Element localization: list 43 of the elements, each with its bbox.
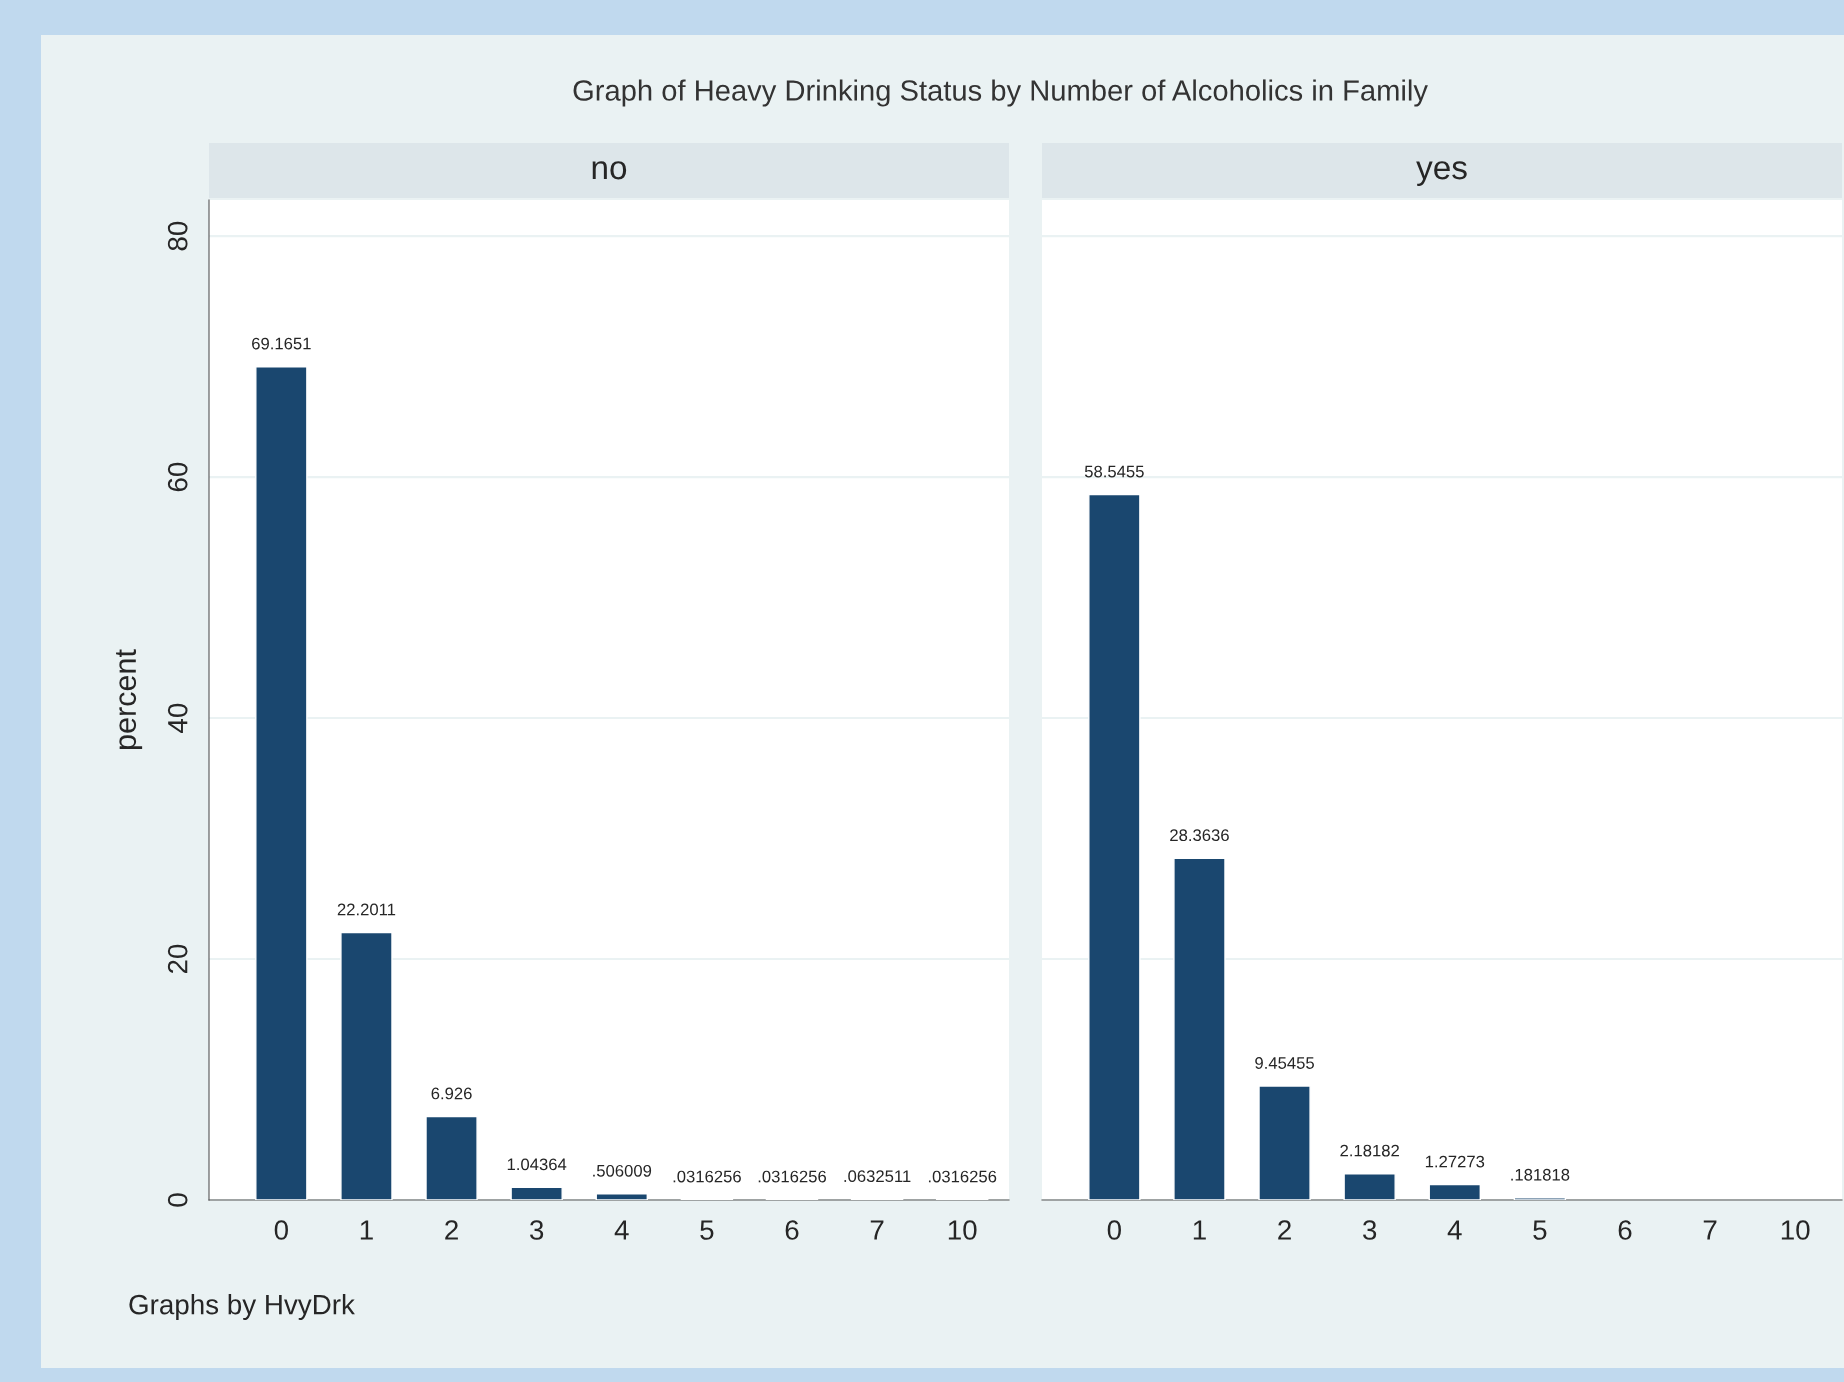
y-tick-label: 40: [167, 703, 188, 733]
text: Graphs by HvyDrk: [129, 1294, 355, 1320]
x-tick-label: 7: [1703, 1220, 1717, 1240]
text: .0316256: [758, 1170, 827, 1183]
y-tick-label: 80: [167, 221, 188, 251]
text: .506009: [593, 1164, 652, 1177]
text: .181818: [1511, 1168, 1570, 1181]
text: Graph of Heavy Drinking Status by Number of Alcoholics in Family: [573, 79, 1428, 107]
x-tick-label: 3: [1362, 1220, 1377, 1240]
text: 1.04364: [507, 1158, 567, 1171]
x-tick-label: 5: [700, 1220, 714, 1240]
x-tick-label: 1: [360, 1220, 373, 1240]
text: 2.18182: [1340, 1144, 1399, 1157]
x-tick-label: 4: [614, 1220, 629, 1240]
text: 1.27273: [1425, 1155, 1485, 1168]
text: .0632511: [844, 1170, 911, 1183]
x-tick-label: 10: [948, 1220, 977, 1240]
y-tick-label: 20: [167, 944, 188, 974]
x-tick-label: 0: [274, 1220, 288, 1240]
chart-title: no: [592, 161, 627, 180]
text: 69.1651: [252, 337, 311, 350]
text: 9.45455: [1255, 1057, 1314, 1069]
text: 28.3636: [1170, 829, 1229, 842]
x-tick-label: 10: [1781, 1220, 1810, 1240]
x-tick-label: 3: [530, 1220, 544, 1240]
x-tick-label: 6: [785, 1220, 799, 1240]
x-tick-label: 1: [1193, 1220, 1206, 1240]
y-tick-label: 60: [167, 462, 188, 492]
y-axis-title: percent: [116, 649, 143, 749]
y-tick-label: 0: [167, 1193, 188, 1207]
x-tick-label: 0: [1107, 1220, 1121, 1240]
text: .0316256: [673, 1170, 741, 1183]
text: 22.2011: [337, 903, 396, 916]
x-tick-label: 6: [1618, 1220, 1632, 1240]
x-tick-label: 5: [1533, 1220, 1547, 1240]
text: .0316256: [928, 1170, 997, 1183]
chart-title: yes: [1416, 161, 1467, 187]
text: 6.926: [431, 1087, 472, 1100]
x-tick-label: 2: [1278, 1220, 1291, 1240]
text: 58.5455: [1084, 465, 1144, 478]
x-tick-label: 4: [1447, 1220, 1462, 1240]
x-tick-label: 2: [445, 1220, 458, 1240]
x-tick-label: 7: [870, 1220, 884, 1240]
